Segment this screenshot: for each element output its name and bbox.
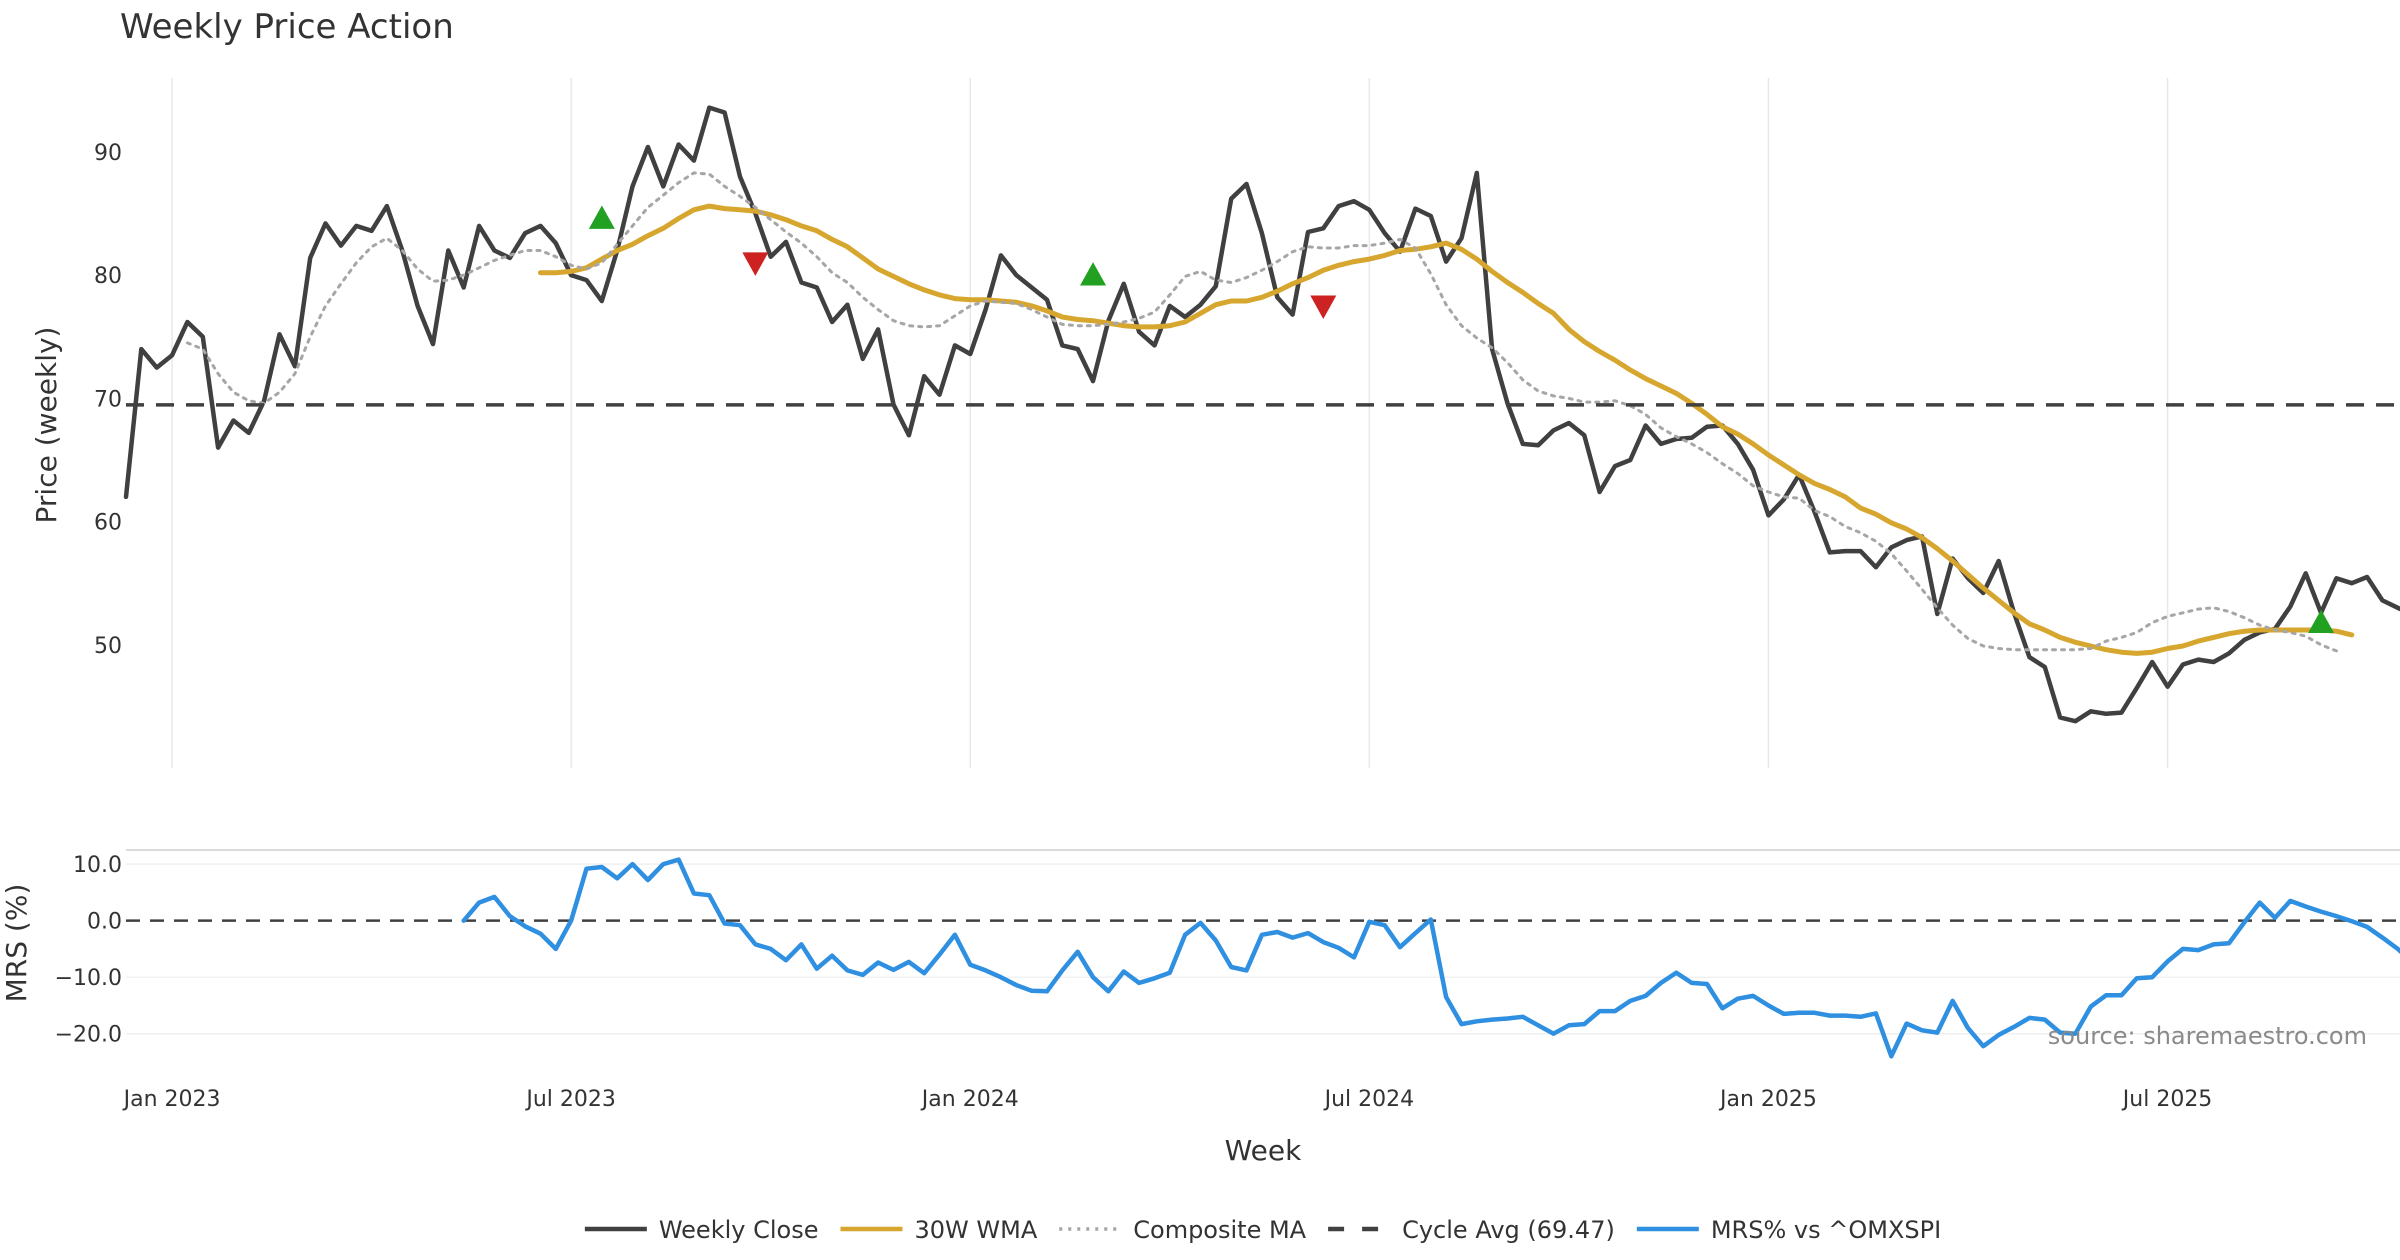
chart-title: Weekly Price Action <box>120 7 454 47</box>
legend-label: MRS% vs ^OMXSPI <box>1711 1216 1941 1244</box>
price-gridlines <box>171 78 2169 768</box>
mrs-y-tick-label: −20.0 <box>55 1023 122 1048</box>
sell-signal-marker <box>742 252 769 276</box>
price-y-axis: 50 60 70 80 90 <box>94 141 122 659</box>
source-note: source: sharemaestro.com <box>2048 1022 2367 1050</box>
mrs-y-tick-label: −10.0 <box>55 966 122 991</box>
price-y-tick-label: 50 <box>94 634 122 659</box>
price-y-tick-label: 80 <box>94 264 122 289</box>
x-tick-label: Jul 2025 <box>2121 1087 2213 1112</box>
mrs-y-tick-label: 0.0 <box>87 910 122 935</box>
legend-label: Weekly Close <box>659 1216 819 1244</box>
x-tick-label: Jul 2023 <box>524 1087 616 1112</box>
x-axis-title: Week <box>1225 1134 1302 1167</box>
mrs-gridlines <box>126 863 2400 1035</box>
legend-label: Composite MA <box>1133 1216 1306 1244</box>
series-line-weekly-close <box>123 105 2400 724</box>
series-line-composite-ma <box>185 171 2338 653</box>
mrs-series-group <box>126 857 2400 1059</box>
series-line-30w-wma <box>538 203 2355 656</box>
series-line-mrs <box>461 857 2400 1059</box>
price-y-tick-label: 70 <box>94 387 122 412</box>
x-tick-label: Jan 2024 <box>920 1087 1019 1112</box>
price-y-tick-label: 60 <box>94 511 122 536</box>
buy-signal-marker <box>1080 262 1107 286</box>
signal-markers <box>588 205 2335 634</box>
buy-signal-marker <box>588 205 615 229</box>
sell-signal-marker <box>1310 295 1337 319</box>
price-y-axis-title: Price (weekly) <box>30 327 63 524</box>
buy-signal-marker <box>2308 609 2335 634</box>
mrs-y-axis: 10.0 0.0 −10.0 −20.0 <box>55 853 122 1048</box>
legend-label: Cycle Avg (69.47) <box>1402 1216 1615 1244</box>
mrs-y-axis-title: MRS (%) <box>0 884 33 1003</box>
x-tick-label: Jan 2023 <box>122 1087 221 1112</box>
price-y-tick-label: 90 <box>94 141 122 166</box>
legend: Weekly Close 30W WMA Composite MA Cycle Avg… <box>584 1216 1941 1244</box>
price-series-group <box>123 105 2400 724</box>
x-tick-label: Jan 2025 <box>1718 1087 1817 1112</box>
mrs-y-tick-label: 10.0 <box>73 853 122 878</box>
x-axis: Jan 2023 Jul 2023 Jan 2024 Jul 2024 Jan 2025… <box>122 1087 2213 1112</box>
x-tick-label: Jul 2024 <box>1323 1087 1415 1112</box>
legend-label: 30W WMA <box>914 1216 1037 1244</box>
